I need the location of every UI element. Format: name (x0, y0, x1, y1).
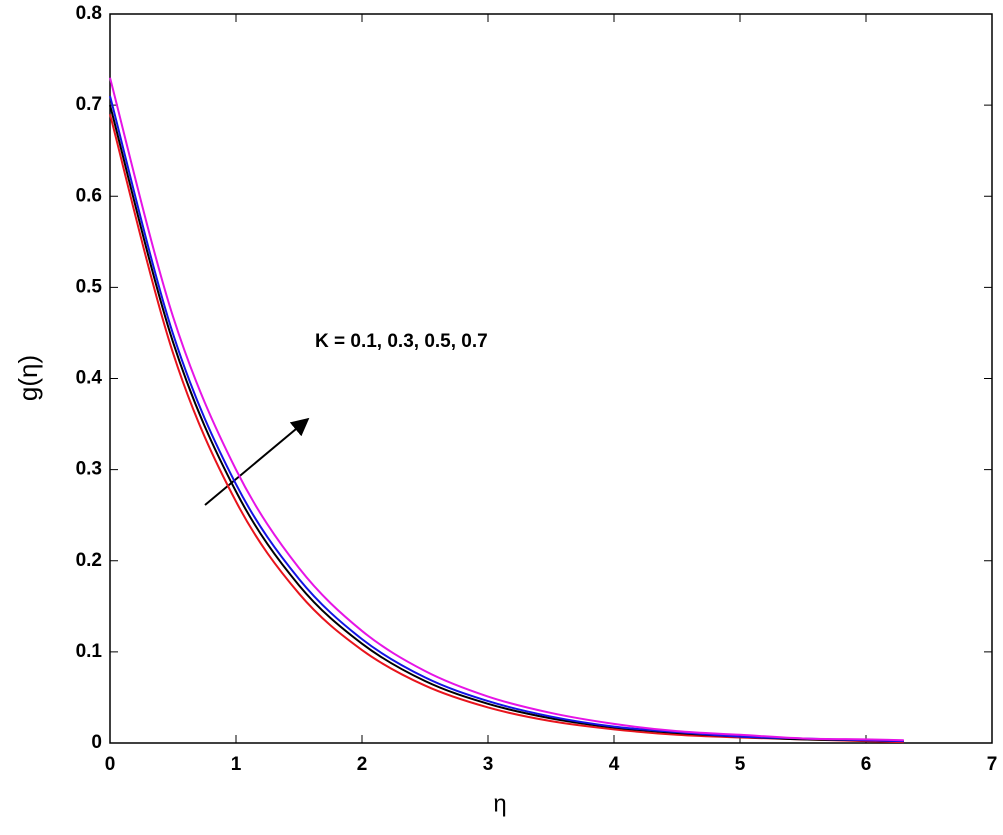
y-tick-label: 0.2 (76, 550, 102, 571)
x-tick-label: 6 (861, 754, 872, 775)
series-line (109, 104, 904, 743)
y-tick-label: 0 (91, 732, 102, 753)
x-tick-label: 7 (987, 754, 998, 775)
annotation-arrow (204, 417, 310, 506)
series-line (109, 95, 904, 743)
x-tick-label: 2 (357, 754, 368, 775)
annotation: K = 0.1, 0.3, 0.5, 0.7 (315, 331, 488, 352)
x-tick-label: 4 (609, 754, 620, 775)
y-tick-label: 0.7 (76, 94, 102, 115)
y-axis-label: g(η) (13, 355, 43, 401)
y-tick-label: 0.6 (76, 185, 102, 206)
x-axis-label: η (493, 790, 506, 817)
series-line (109, 77, 904, 742)
plot-frame (109, 13, 993, 744)
x-tick-label: 3 (483, 754, 494, 775)
x-tick-label: 5 (735, 754, 746, 775)
x-tick-label: 1 (231, 754, 242, 775)
y-tick-label: 0.4 (76, 368, 103, 389)
y-tick-label: 0.8 (76, 3, 102, 24)
series-line (109, 113, 904, 744)
y-tick-label: 0.3 (76, 459, 102, 480)
y-tick-label: 0.5 (76, 276, 103, 297)
x-tick-label: 0 (105, 754, 116, 775)
y-tick-label: 0.1 (76, 641, 103, 662)
